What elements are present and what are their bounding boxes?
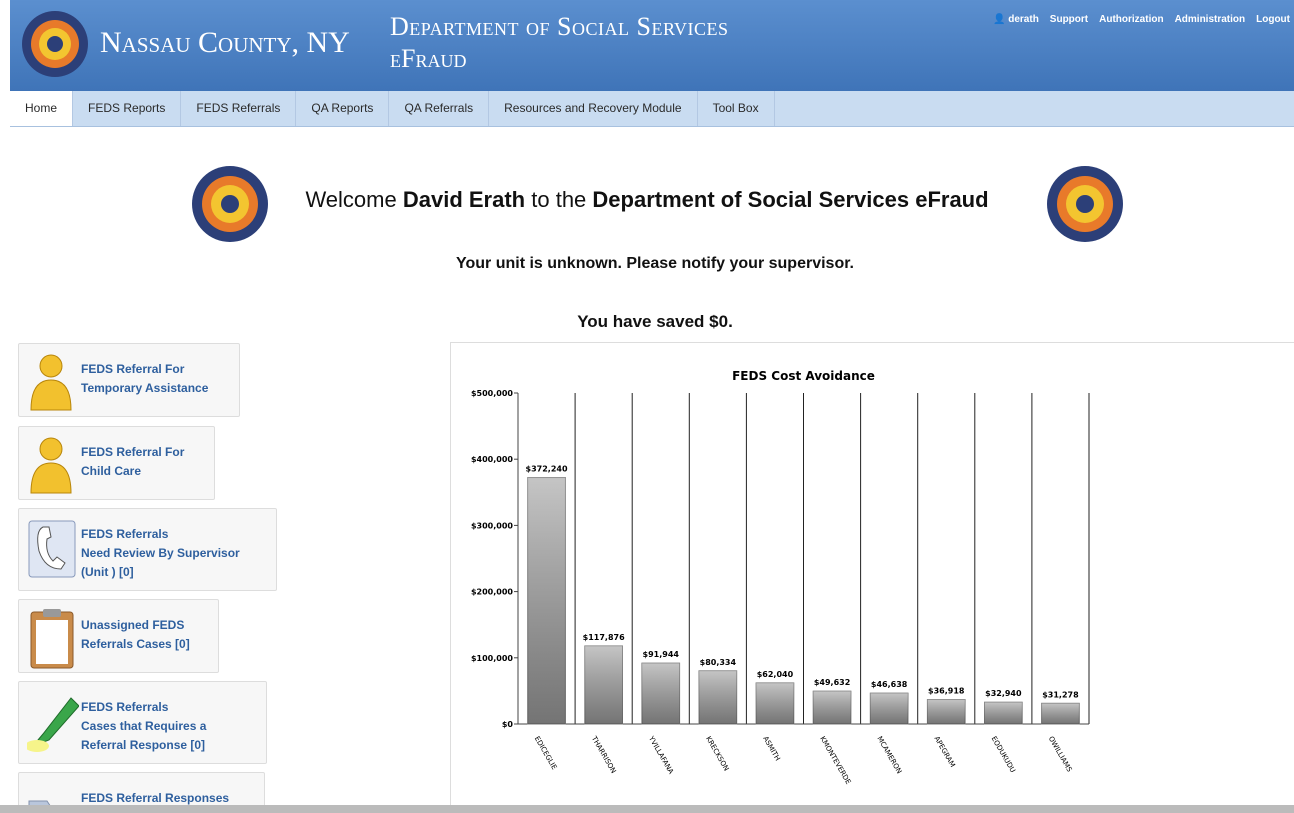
card-line[interactable]: Referral Response [0] xyxy=(81,738,206,752)
card-icon xyxy=(30,354,72,411)
y-tick-label: $100,000 xyxy=(471,654,513,663)
y-tick-label: $400,000 xyxy=(471,455,513,464)
department-name: Department of Social Services xyxy=(390,12,729,41)
x-tick-label: THARRISON xyxy=(589,734,617,775)
sidebar-card[interactable]: Unassigned FEDS Referrals Cases [0] xyxy=(18,599,219,673)
sidebar-card[interactable]: FEDS Referrals Cases that Requires a Refer… xyxy=(18,681,267,764)
bar-shade xyxy=(527,477,566,724)
county-seal xyxy=(22,11,88,77)
card-line[interactable]: FEDS Referral For xyxy=(81,445,185,459)
card-line[interactable]: Child Care xyxy=(81,464,142,478)
card-line[interactable]: FEDS Referrals xyxy=(81,527,169,541)
card-text[interactable]: FEDS Referrals Cases that Requires a Refer… xyxy=(81,698,206,755)
sidebar-card[interactable]: FEDS Referrals Need Review By Supervisor (… xyxy=(18,508,277,591)
bar-shade xyxy=(756,682,794,724)
seal-right xyxy=(1047,166,1123,242)
card-line[interactable]: Need Review By Supervisor xyxy=(81,546,240,560)
card-line[interactable]: FEDS Referral For xyxy=(81,362,185,376)
bar-shade xyxy=(1041,703,1080,724)
y-tick-label: $0 xyxy=(502,720,514,729)
welcome-org: Department of Social Services eFraud xyxy=(592,187,989,212)
y-tick-label: $200,000 xyxy=(471,588,513,597)
x-tick-label: EDICEGLIE xyxy=(533,735,558,771)
card-line[interactable]: Temporary Assistance xyxy=(81,381,209,395)
scrollbar xyxy=(0,805,1294,813)
bar-shade xyxy=(813,691,851,724)
bar-shade xyxy=(641,663,680,724)
value-label: $372,240 xyxy=(526,465,568,474)
card-text[interactable]: Unassigned FEDS Referrals Cases [0] xyxy=(81,616,190,654)
value-label: $36,918 xyxy=(928,687,965,696)
nav-tab[interactable]: QA Reports xyxy=(296,91,390,126)
nav-tab[interactable]: FEDS Reports xyxy=(73,91,182,126)
x-tick-label: APEGRAM xyxy=(933,735,957,769)
value-label: $80,334 xyxy=(700,658,737,667)
card-icon xyxy=(27,697,79,752)
nav-tab[interactable]: Tool Box xyxy=(698,91,775,126)
x-tick-label: ASMITH xyxy=(761,735,781,762)
welcome-middle: to the xyxy=(531,187,587,212)
welcome-line: Welcome David Erath to the Department of… xyxy=(0,187,1294,213)
chart-title: FEDS Cost Avoidance xyxy=(732,369,875,383)
card-text[interactable]: FEDS Referrals Need Review By Supervisor (… xyxy=(81,525,240,582)
bar-shade xyxy=(984,702,1023,724)
card-line[interactable]: FEDS Referrals xyxy=(81,700,169,714)
county-name: Nassau County, NY xyxy=(100,26,350,59)
unit-message: Your unit is unknown. Please notify your… xyxy=(456,255,854,272)
card-line[interactable]: FEDS Referral Responses xyxy=(81,791,230,805)
x-tick-label: KMONTEVERDE xyxy=(818,735,852,786)
nav-tab[interactable]: QA Referrals xyxy=(389,91,490,126)
user-name[interactable]: derath xyxy=(1008,14,1039,25)
bar-shade xyxy=(927,699,966,724)
bar-shade xyxy=(699,670,737,724)
x-tick-label: OWILLIAMS xyxy=(1047,735,1074,774)
value-label: $32,940 xyxy=(985,689,1022,698)
header: Nassau County, NY Department of Social S… xyxy=(10,0,1294,91)
x-tick-label: YVILLAFANA xyxy=(647,734,676,775)
value-label: $117,876 xyxy=(583,633,625,642)
x-tick-label: MCAMERON xyxy=(875,735,903,775)
top-link[interactable]: Administration xyxy=(1174,14,1246,25)
nav-tab[interactable]: FEDS Referrals xyxy=(181,91,297,126)
top-link[interactable]: Logout xyxy=(1256,14,1290,25)
top-link[interactable]: Authorization xyxy=(1099,14,1164,25)
x-tick-label: KRECKSON xyxy=(704,735,730,772)
card-text[interactable]: FEDS Referral For Temporary Assistance xyxy=(81,360,208,398)
card-line[interactable]: Cases that Requires a xyxy=(81,719,207,733)
card-icon xyxy=(30,609,74,669)
top-links: 👤 derath Support Authorization Administrat… xyxy=(993,14,1290,25)
bar-shade xyxy=(870,693,908,724)
y-tick-label: $300,000 xyxy=(471,521,513,530)
sidebar-card[interactable]: FEDS Referral For Child Care xyxy=(18,426,215,500)
bar-shade xyxy=(584,645,623,724)
value-label: $62,040 xyxy=(757,670,794,679)
chart: FEDS Cost Avoidance $0 $100,000 $200,000 $30… xyxy=(471,369,1090,786)
seal-left xyxy=(192,166,268,242)
nav-bar: Home FEDS Reports FEDS Referrals QA Reports… xyxy=(10,91,1294,127)
app-name: eFraud xyxy=(390,44,467,73)
x-tick-label: EODUKUDU xyxy=(990,735,1017,774)
card-icon xyxy=(30,437,72,494)
card-text[interactable]: FEDS Referral Responses xyxy=(81,789,229,808)
value-label: $91,944 xyxy=(643,650,680,659)
nav-tab[interactable]: Home xyxy=(10,91,74,126)
card-icon xyxy=(28,520,76,578)
nav-tab[interactable]: Resources and Recovery Module xyxy=(489,91,698,126)
y-tick-label: $500,000 xyxy=(471,389,513,398)
welcome-user: David Erath xyxy=(402,187,526,212)
value-label: $49,632 xyxy=(814,678,850,687)
top-link[interactable]: Support xyxy=(1049,14,1089,25)
card-line[interactable]: (Unit ) [0] xyxy=(81,565,134,579)
value-label: $31,278 xyxy=(1042,690,1079,699)
welcome-prefix: Welcome xyxy=(305,187,397,212)
value-label: $46,638 xyxy=(871,680,908,689)
user-link[interactable]: 👤 derath xyxy=(993,14,1039,25)
sidebar-card[interactable]: FEDS Referral For Temporary Assistance xyxy=(18,343,240,417)
card-line[interactable]: Referrals Cases [0] xyxy=(81,637,190,651)
card-line[interactable]: Unassigned FEDS xyxy=(81,618,185,632)
saved-message: You have saved $0. xyxy=(577,312,733,331)
card-text[interactable]: FEDS Referral For Child Care xyxy=(81,443,184,481)
chart-panel: FEDS Cost Avoidance $0 $100,000 $200,000 $30… xyxy=(450,342,1294,813)
